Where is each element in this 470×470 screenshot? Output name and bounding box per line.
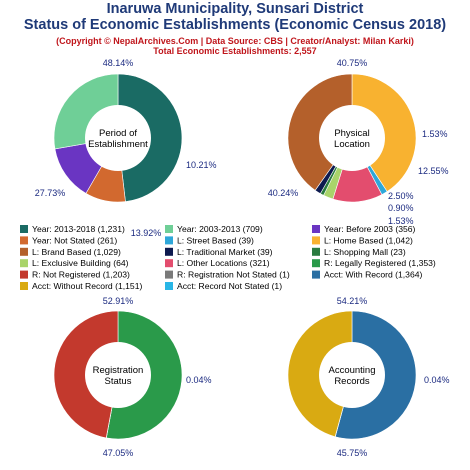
- slice-pct-label: 45.75%: [337, 448, 368, 458]
- legend-swatch: [165, 225, 173, 233]
- legend-entry: Acct: Without Record (1,151): [32, 281, 142, 291]
- legend-swatch: [20, 236, 28, 245]
- donut-center-label: Accounting: [328, 365, 375, 376]
- legend-entry: L: Street Based (39): [177, 235, 254, 245]
- slice-pct-label: 12.55%: [418, 166, 449, 176]
- legend-entry: L: Home Based (1,042): [324, 235, 413, 245]
- legend-entry: Year: 2003-2013 (709): [177, 224, 263, 234]
- slice-pct-label: 40.75%: [337, 58, 368, 68]
- legend-entry: L: Brand Based (1,029): [32, 247, 121, 257]
- legend-entry: Year: Not Stated (261): [32, 235, 117, 245]
- legend-entry: R: Legally Registered (1,353): [324, 258, 436, 268]
- legend-swatch: [165, 270, 173, 279]
- legend-entry: Acct: With Record (1,364): [324, 270, 423, 280]
- slice-pct-label: 10.21%: [186, 160, 217, 170]
- legend-swatch: [165, 259, 173, 268]
- legend-swatch: [312, 236, 320, 245]
- legend-swatch: [312, 225, 320, 233]
- chart-title: Inaruwa Municipality, Sunsari District: [106, 1, 364, 17]
- slice-pct-label: 0.90%: [388, 203, 414, 213]
- donut-hole: [319, 342, 385, 408]
- legend-swatch: [165, 247, 173, 256]
- legend-swatch: [165, 282, 173, 290]
- legend-entry: L: Shopping Mall (23): [324, 247, 406, 257]
- legend-entry: Year: 2013-2018 (1,231): [32, 224, 125, 234]
- slice-pct-label: 2.50%: [388, 191, 414, 201]
- donut-hole: [85, 105, 151, 171]
- legend-entry: L: Exclusive Building (64): [32, 258, 129, 268]
- legend-entry: Acct: Record Not Stated (1): [177, 281, 282, 291]
- legend-swatch: [20, 259, 28, 268]
- legend-swatch: [312, 270, 320, 279]
- slice-pct-label: 1.53%: [422, 129, 448, 139]
- legend-entry: R: Registration Not Stated (1): [177, 270, 290, 280]
- legend-entry: L: Traditional Market (39): [177, 247, 273, 257]
- legend-entry: R: Not Registered (1,203): [32, 270, 130, 280]
- slice-pct-label: 0.04%: [186, 375, 212, 385]
- legend-entry: L: Other Locations (321): [177, 258, 270, 268]
- donut-center-label: Registration: [93, 365, 144, 376]
- total-count: Total Economic Establishments: 2,557: [153, 46, 317, 56]
- chart-subtitle-title: Status of Economic Establishments (Econo…: [23, 17, 447, 33]
- slice-pct-label: 48.14%: [103, 58, 134, 68]
- legend-swatch: [165, 236, 173, 245]
- donut-center-label: Establishment: [88, 139, 148, 150]
- donut-center-label: Period of: [99, 128, 137, 139]
- slice-pct-label: 1.53%: [388, 216, 414, 226]
- legend-swatch: [20, 282, 28, 290]
- slice-pct-label: 27.73%: [35, 188, 66, 198]
- legend-swatch: [20, 225, 28, 233]
- donut-center-label: Physical: [334, 128, 369, 139]
- legend-swatch: [20, 247, 28, 256]
- legend-entry: Year: Before 2003 (356): [324, 224, 416, 234]
- copyright-note: (Copyright © NepalArchives.Com | Data So…: [56, 36, 414, 46]
- slice-pct-label: 54.21%: [337, 296, 368, 306]
- legend-swatch: [312, 247, 320, 256]
- legend-swatch: [20, 270, 28, 279]
- donut-hole: [85, 342, 151, 408]
- donut-center-label: Status: [105, 376, 132, 387]
- donut-hole: [319, 105, 385, 171]
- donut-center-label: Location: [334, 139, 370, 150]
- legend-swatch: [312, 259, 320, 268]
- slice-pct-label: 13.92%: [131, 228, 162, 238]
- donut-center-label: Records: [334, 376, 370, 387]
- slice-pct-label: 52.91%: [103, 296, 134, 306]
- slice-pct-label: 0.04%: [424, 375, 450, 385]
- slice-pct-label: 47.05%: [103, 448, 134, 458]
- slice-pct-label: 40.24%: [268, 188, 299, 198]
